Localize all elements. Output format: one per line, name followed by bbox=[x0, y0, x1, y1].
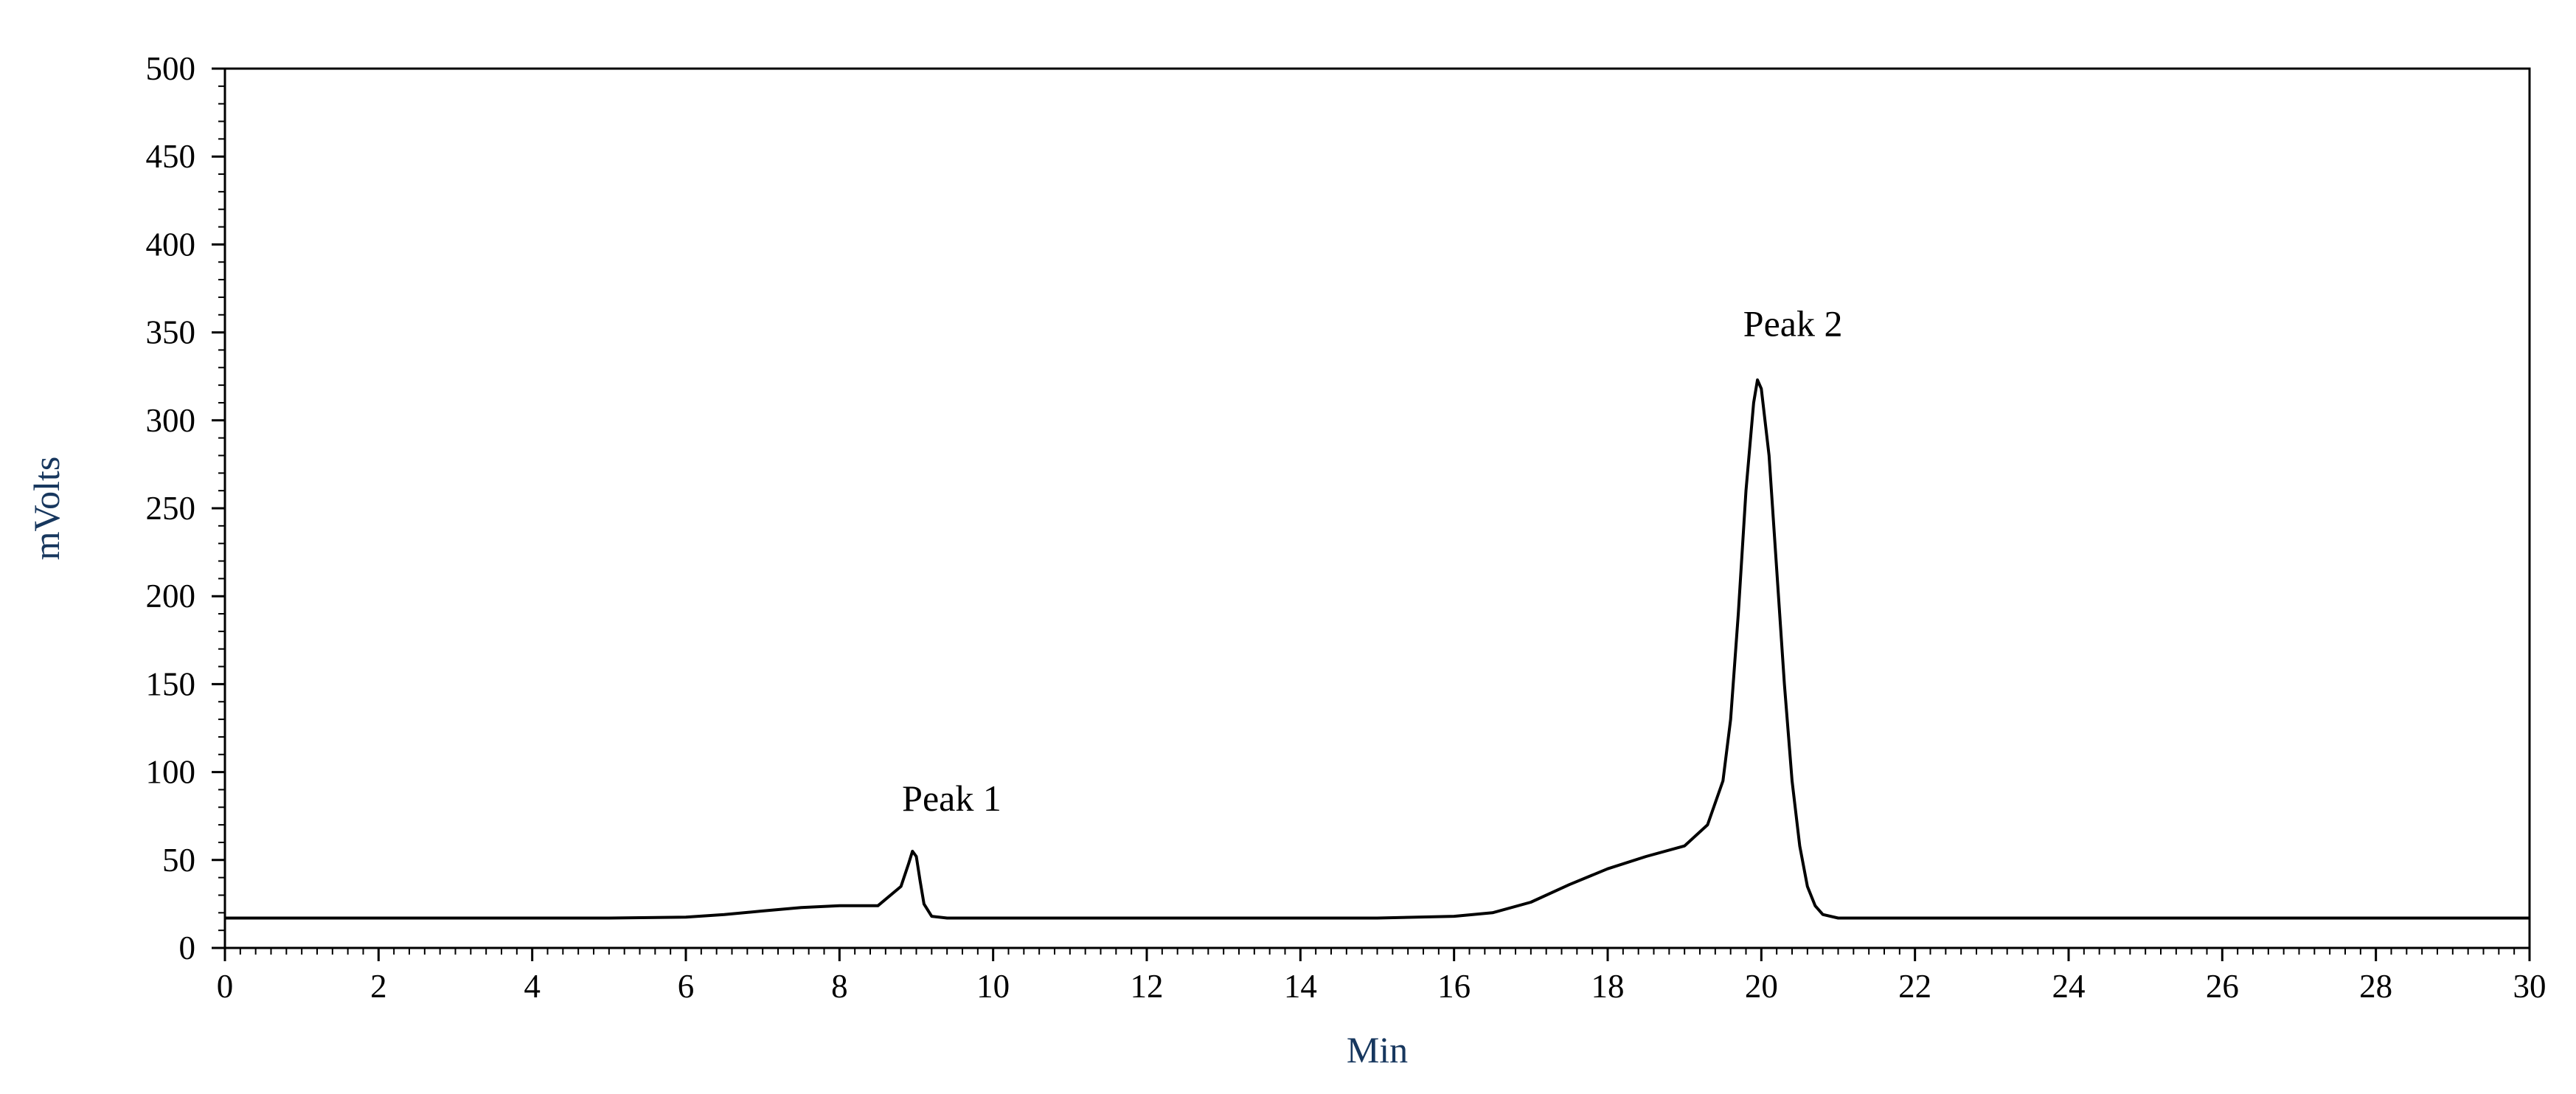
y-tick-label: 300 bbox=[146, 402, 196, 439]
y-tick-label: 400 bbox=[146, 226, 196, 263]
x-tick-label: 24 bbox=[2052, 968, 2086, 1005]
y-axis-ticks bbox=[212, 67, 225, 949]
x-axis-tick-labels: 0 2 4 6 8 10 12 14 16 18 20 22 24 26 28 30 bbox=[217, 968, 2547, 1005]
x-axis-label: Min bbox=[1347, 1029, 1408, 1070]
x-tick-label: 30 bbox=[2513, 968, 2547, 1005]
y-tick-label: 0 bbox=[179, 929, 196, 966]
x-tick-label: 22 bbox=[1898, 968, 1931, 1005]
peak-label-2: Peak 2 bbox=[1743, 302, 1843, 344]
y-tick-label: 150 bbox=[146, 665, 196, 702]
y-tick-label: 500 bbox=[146, 50, 196, 87]
x-tick-label: 8 bbox=[831, 968, 848, 1005]
x-tick-label: 0 bbox=[217, 968, 234, 1005]
y-tick-label: 250 bbox=[146, 490, 196, 527]
plot-frame bbox=[223, 67, 2531, 949]
x-tick-label: 6 bbox=[678, 968, 695, 1005]
y-tick-label: 200 bbox=[146, 578, 196, 614]
peak-annotations: Peak 1 Peak 2 bbox=[902, 302, 1842, 819]
x-tick-label: 20 bbox=[1745, 968, 1778, 1005]
x-tick-label: 26 bbox=[2206, 968, 2239, 1005]
x-axis-ticks bbox=[223, 948, 2531, 961]
x-tick-label: 28 bbox=[2359, 968, 2392, 1005]
y-tick-label: 50 bbox=[162, 842, 195, 879]
peak-label-1: Peak 1 bbox=[902, 778, 1001, 819]
x-tick-label: 10 bbox=[976, 968, 1010, 1005]
x-tick-label: 16 bbox=[1437, 968, 1471, 1005]
x-tick-label: 18 bbox=[1591, 968, 1625, 1005]
x-tick-label: 2 bbox=[370, 968, 387, 1005]
y-tick-label: 100 bbox=[146, 754, 196, 791]
x-tick-label: 12 bbox=[1131, 968, 1164, 1005]
x-tick-label: 14 bbox=[1284, 968, 1317, 1005]
chromatogram-trace bbox=[225, 378, 2530, 920]
y-axis-label: mVolts bbox=[26, 457, 67, 561]
y-axis-tick-labels: 0 50 100 150 200 250 300 350 400 450 500 bbox=[146, 50, 196, 966]
y-tick-label: 350 bbox=[146, 314, 196, 351]
y-tick-label: 450 bbox=[146, 138, 196, 175]
x-tick-label: 4 bbox=[524, 968, 541, 1005]
